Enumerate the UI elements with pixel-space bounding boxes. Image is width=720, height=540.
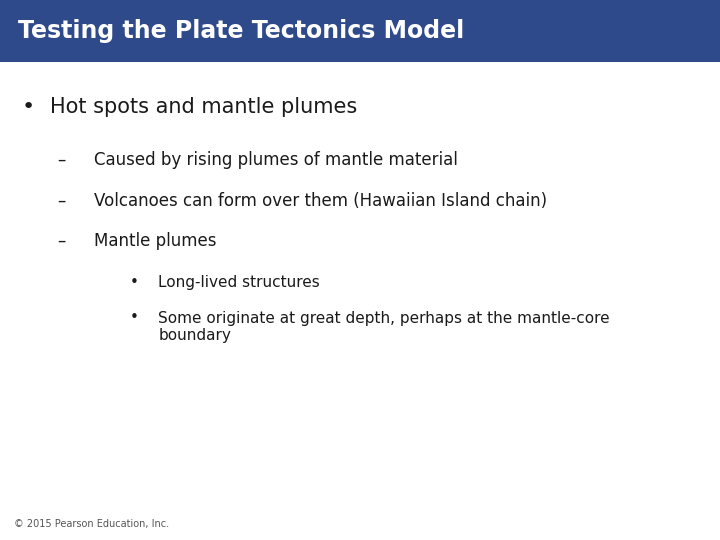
Text: Testing the Plate Tectonics Model: Testing the Plate Tectonics Model: [18, 19, 464, 43]
FancyBboxPatch shape: [0, 0, 720, 62]
Text: Some originate at great depth, perhaps at the mantle-core
boundary: Some originate at great depth, perhaps a…: [158, 310, 610, 343]
Text: Mantle plumes: Mantle plumes: [94, 232, 216, 250]
Text: Volcanoes can form over them (Hawaiian Island chain): Volcanoes can form over them (Hawaiian I…: [94, 192, 546, 210]
Text: Long-lived structures: Long-lived structures: [158, 275, 320, 291]
Text: •: •: [22, 97, 35, 117]
Text: –: –: [58, 151, 66, 169]
Text: –: –: [58, 192, 66, 210]
Text: •: •: [130, 310, 138, 326]
Text: © 2015 Pearson Education, Inc.: © 2015 Pearson Education, Inc.: [14, 519, 169, 529]
Text: Caused by rising plumes of mantle material: Caused by rising plumes of mantle materi…: [94, 151, 457, 169]
Text: •: •: [130, 275, 138, 291]
Text: –: –: [58, 232, 66, 250]
Text: Hot spots and mantle plumes: Hot spots and mantle plumes: [50, 97, 358, 117]
